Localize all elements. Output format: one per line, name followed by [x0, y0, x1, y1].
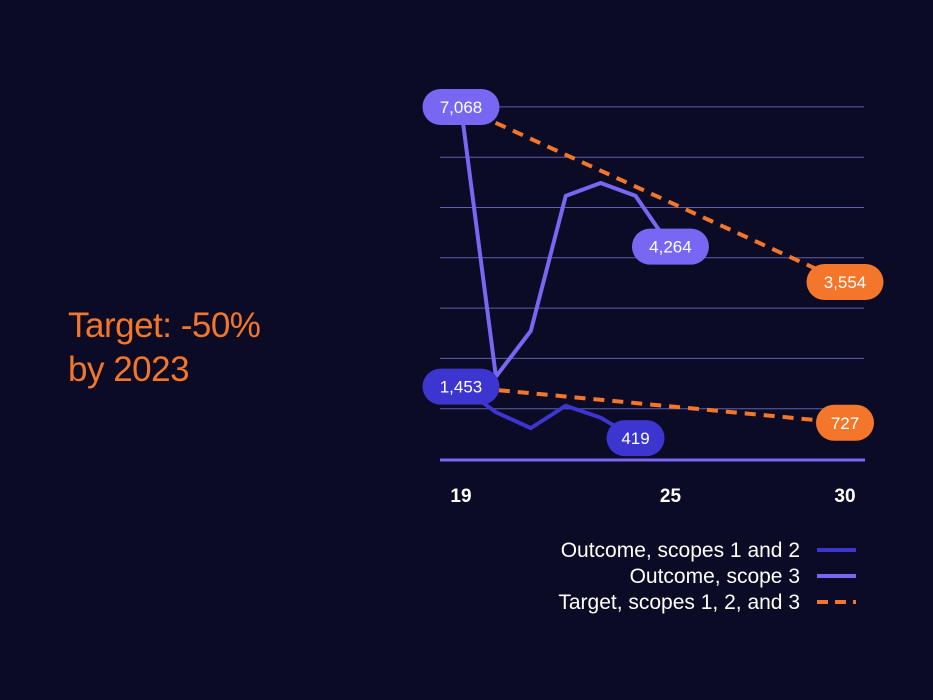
- headline-line-2: by 2023: [68, 350, 190, 389]
- target-line: [460, 105, 846, 284]
- data-label: 7,068: [422, 89, 500, 125]
- x-axis: 19 25 30: [440, 458, 865, 507]
- data-label-text: 1,453: [440, 378, 483, 397]
- data-label: 3,554: [806, 264, 884, 301]
- x-tick-label: 19: [450, 486, 471, 507]
- data-label-pill: [631, 228, 709, 265]
- data-label-text: 7,068: [440, 98, 483, 117]
- data-label-text: 4,264: [649, 238, 692, 257]
- legend-label: Outcome, scope 3: [630, 565, 800, 588]
- data-label: 727: [816, 404, 874, 441]
- legend-label: Target, scopes 1, 2, and 3: [558, 591, 800, 614]
- legend-label: Outcome, scopes 1 and 2: [561, 539, 800, 562]
- data-label-pill: [816, 404, 874, 441]
- data-label-text: 3,554: [824, 273, 867, 292]
- data-label: 4,264: [631, 228, 709, 265]
- data-label-pill: [422, 89, 500, 125]
- data-label-text: 419: [621, 429, 649, 448]
- scopes12-line: [459, 384, 638, 441]
- headline: Target: -50% by 2023: [68, 304, 261, 392]
- data-label-pill: [606, 420, 665, 457]
- series-lines: [459, 105, 846, 441]
- x-tick-label: 25: [660, 486, 682, 507]
- data-label-pill: [806, 264, 884, 301]
- legend: Outcome, scopes 1 and 2 Outcome, scope 3 T…: [558, 539, 856, 614]
- data-label: 419: [606, 420, 665, 457]
- data-label: 1,453: [422, 368, 500, 405]
- headline-line-1: Target: -50%: [68, 306, 261, 345]
- data-labels: 1,453 419 7,068 4,264 3,554 727: [422, 89, 884, 457]
- data-label-pill: [422, 368, 500, 405]
- data-label-text: 727: [831, 414, 859, 433]
- x-tick-label: 30: [834, 486, 855, 507]
- target-line: [460, 384, 846, 425]
